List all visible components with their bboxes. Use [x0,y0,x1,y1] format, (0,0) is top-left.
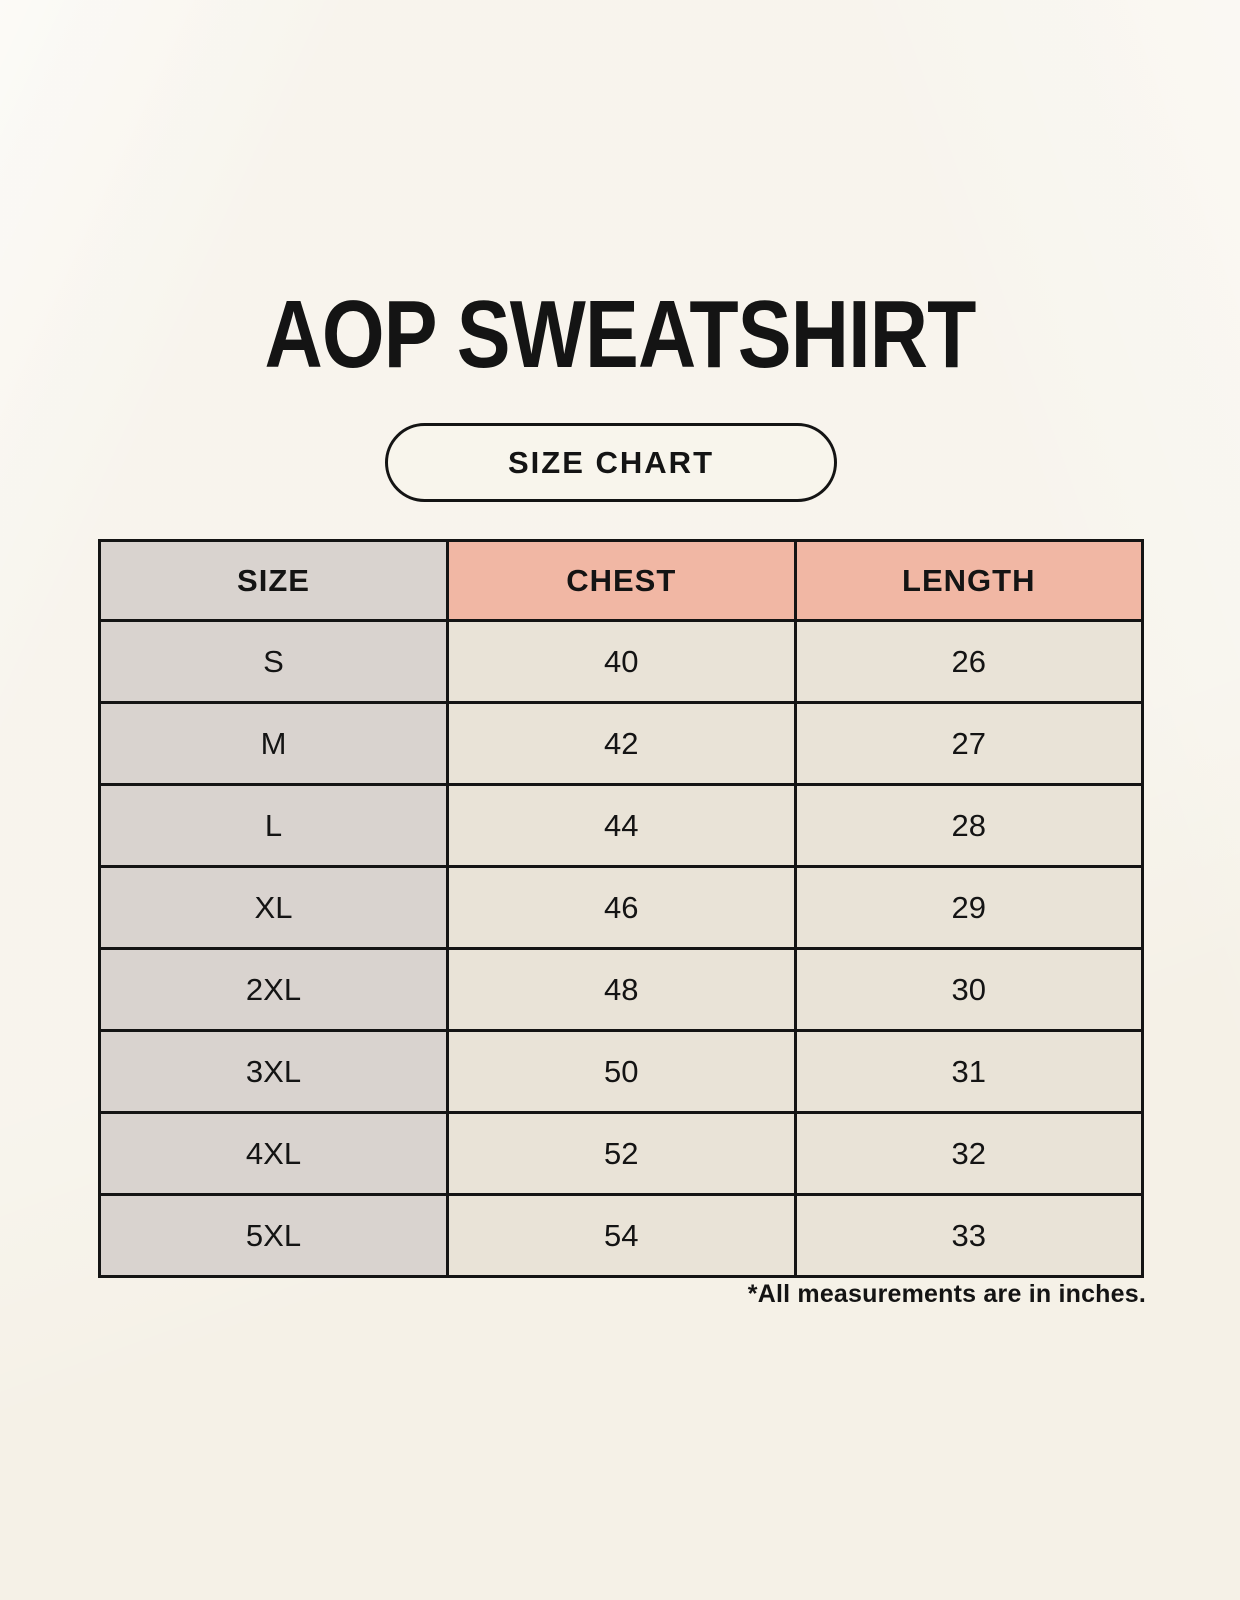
length-cell: 33 [793,1193,1144,1278]
size-chart-button-label: SIZE CHART [508,444,714,480]
table-row: M 42 27 [98,701,1144,786]
length-cell: 30 [793,947,1144,1032]
length-cell: 27 [793,701,1144,786]
length-cell: 32 [793,1111,1144,1196]
table-row: L 44 28 [98,783,1144,868]
chest-cell: 48 [446,947,797,1032]
length-cell: 31 [793,1029,1144,1114]
length-cell: 28 [793,783,1144,868]
size-table-body: S 40 26 M 42 27 L 44 28 XL 46 29 2XL 48 30 3XL 50 31 4XL 52… [98,619,1144,1278]
size-chart-button[interactable]: SIZE CHART [385,423,837,502]
page-title: AOP SWEATSHIRT [264,281,976,388]
column-header-chest: CHEST [446,539,797,622]
size-cell: 4XL [98,1111,449,1196]
size-cell: L [98,783,449,868]
table-row: 5XL 54 33 [98,1193,1144,1278]
chest-cell: 46 [446,865,797,950]
chest-cell: 44 [446,783,797,868]
size-cell: M [98,701,449,786]
table-row: 3XL 50 31 [98,1029,1144,1114]
measurements-footnote: *All measurements are in inches. [747,1280,1146,1308]
chest-cell: 40 [446,619,797,704]
size-table: SIZE CHEST LENGTH S 40 26 M 42 27 L 44 28 XL 46 29 2… [98,539,1144,1278]
size-cell: 5XL [98,1193,449,1278]
length-cell: 26 [793,619,1144,704]
size-cell: 2XL [98,947,449,1032]
length-cell: 29 [793,865,1144,950]
size-cell: S [98,619,449,704]
header-row: SIZE CHEST LENGTH [98,539,1144,622]
chest-cell: 42 [446,701,797,786]
chest-cell: 52 [446,1111,797,1196]
size-cell: XL [98,865,449,950]
column-header-length: LENGTH [793,539,1144,622]
table-row: 4XL 52 32 [98,1111,1144,1196]
size-table-header: SIZE CHEST LENGTH [98,539,1144,622]
table-row: 2XL 48 30 [98,947,1144,1032]
column-header-size: SIZE [98,539,449,622]
size-cell: 3XL [98,1029,449,1114]
table-row: XL 46 29 [98,865,1144,950]
table-row: S 40 26 [98,619,1144,704]
chest-cell: 50 [446,1029,797,1114]
chest-cell: 54 [446,1193,797,1278]
